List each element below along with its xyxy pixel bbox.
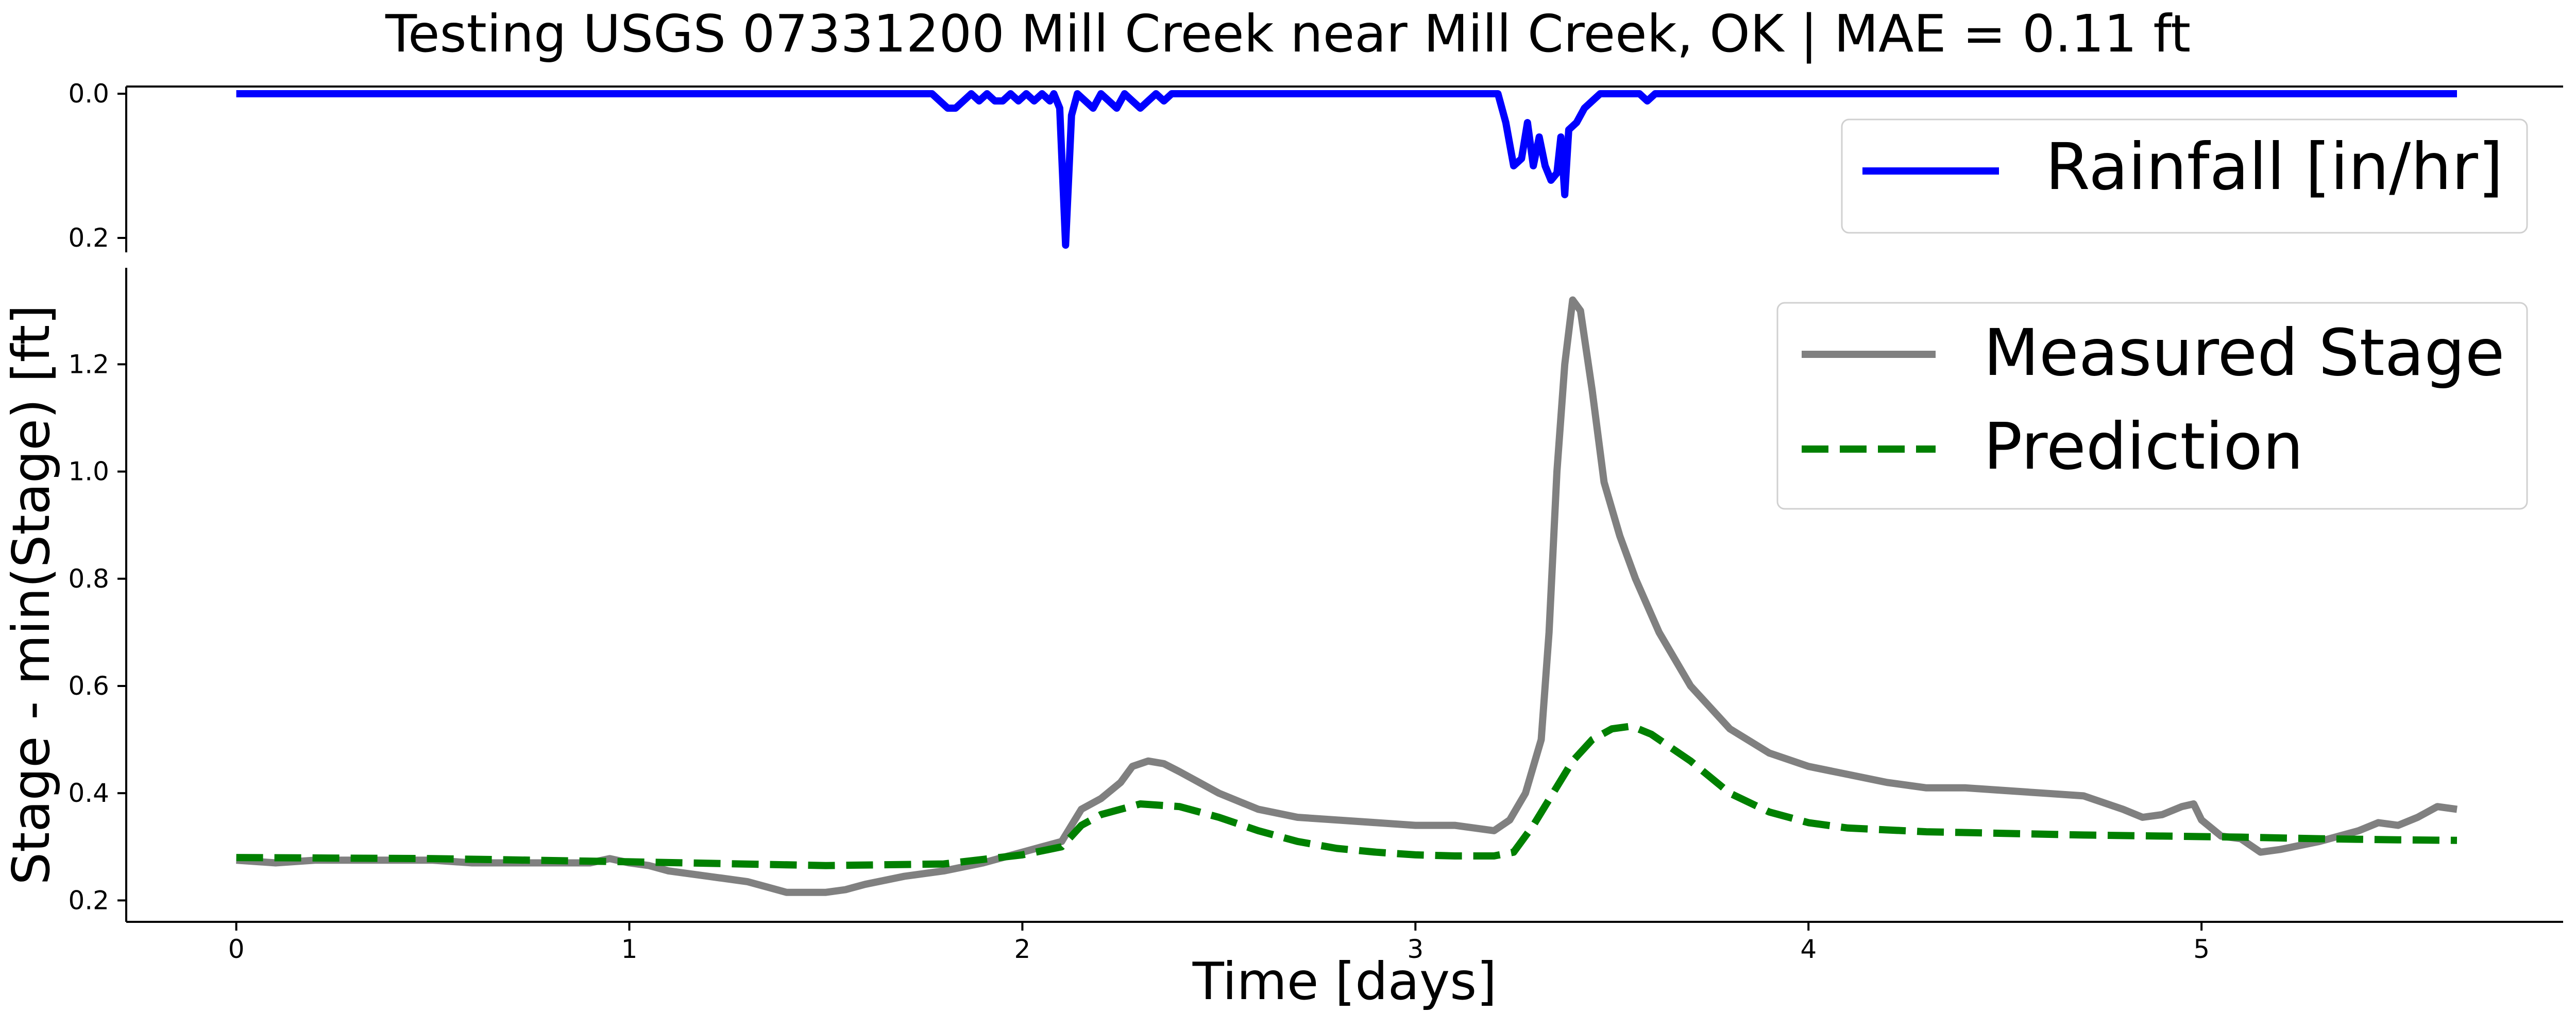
stage-y-tick-label: 1.2	[68, 349, 109, 379]
stage-plot-area	[236, 296, 2458, 896]
stage-x-tick-label: 1	[621, 934, 638, 964]
stage-y-tick-label: 0.6	[68, 671, 109, 701]
rainfall-y-tick-label: 0.2	[68, 223, 109, 253]
stage-y-tick-label: 0.8	[68, 564, 109, 594]
stage-y-tick-label: 0.4	[68, 778, 109, 808]
rainfall-legend-label: Rainfall [in/hr]	[2045, 130, 2503, 204]
stage-y-tick-label: 0.2	[68, 885, 109, 915]
rainfall-series-rainfall-in-hr	[236, 90, 2457, 249]
stage-legend-label-measured: Measured Stage	[1984, 316, 2505, 390]
rainfall-y-axis: 0.0 0.2	[68, 79, 126, 253]
stage-x-axis: 0 1 2 3 4 5	[228, 922, 2210, 964]
rainfall-panel: 0.0 0.2 Rainfall [in/hr]	[68, 79, 2563, 253]
stage-y-tick-label: 1.0	[68, 457, 109, 487]
stage-panel: 0.2 0.4 0.6 0.8 1.0 1.2 0 1 2 3 4 5 Time [days] St…	[1, 268, 2563, 1011]
stage-x-tick-label: 2	[1014, 934, 1031, 964]
rainfall-plot-area	[236, 90, 2457, 249]
x-axis-label: Time [days]	[1192, 951, 1497, 1011]
stage-x-tick-label: 0	[228, 934, 245, 964]
stage-series-measured-stage	[236, 296, 2458, 896]
stage-x-tick-label: 4	[1800, 934, 1817, 964]
rainfall-legend: Rainfall [in/hr]	[1841, 118, 2528, 234]
chart-title: Testing USGS 07331200 Mill Creek near Mi…	[385, 4, 2191, 64]
stage-legend: Measured Stage Prediction	[1776, 302, 2528, 510]
y-axis-label: Stage - min(Stage) [ft]	[1, 305, 61, 885]
stage-x-tick-label: 3	[1407, 934, 1423, 964]
stage-x-tick-label: 5	[2193, 934, 2210, 964]
rainfall-y-tick-label: 0.0	[68, 79, 109, 109]
rainfall-legend-box	[1841, 118, 2528, 234]
stage-y-axis: 0.2 0.4 0.6 0.8 1.0 1.2	[68, 349, 126, 915]
stage-legend-label-prediction: Prediction	[1984, 409, 2303, 484]
stage-legend-box	[1776, 302, 2528, 510]
stage-series-prediction	[236, 723, 2458, 869]
